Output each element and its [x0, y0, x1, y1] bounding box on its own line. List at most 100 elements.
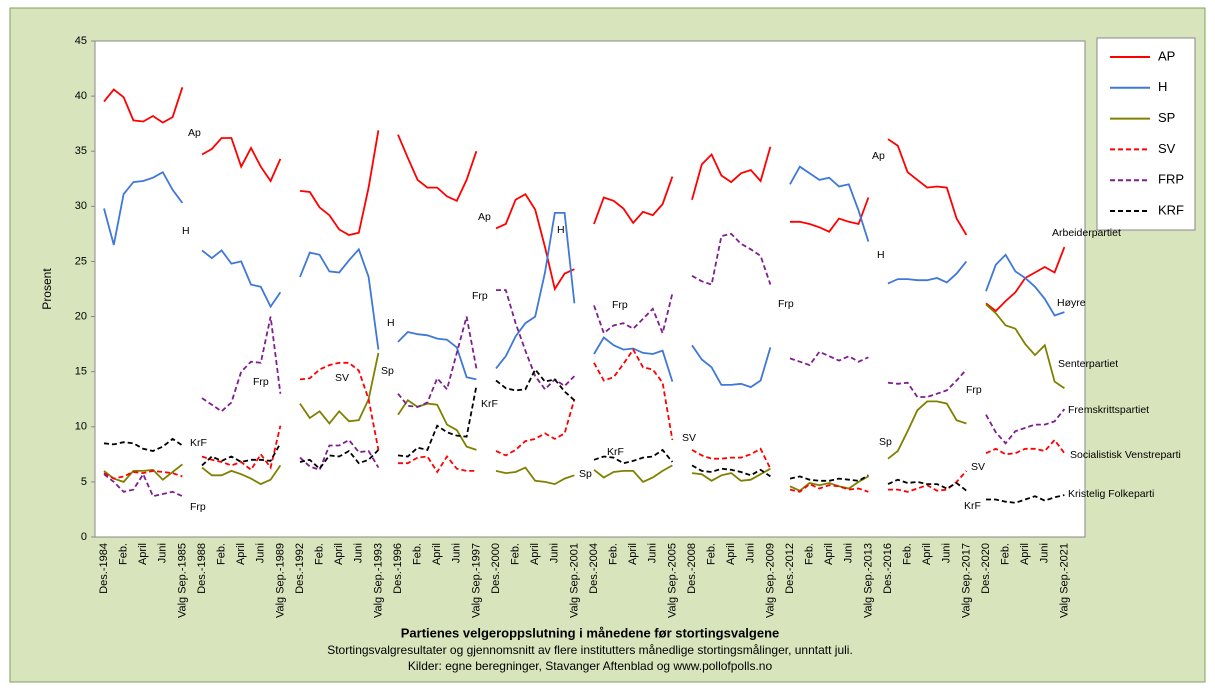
series-line: [103, 232, 1066, 498]
y-tick-label: 40: [75, 90, 87, 102]
x-tick-label: April: [921, 543, 933, 565]
plot-area: [94, 40, 1086, 538]
annotation: Frp: [966, 384, 982, 396]
chart-title: Partienes velgeroppslutning i månedene f…: [401, 625, 780, 640]
annotation: Fremskrittspartiet: [1068, 404, 1149, 416]
chart-subtitle: Stortingsvalgresultater og gjennomsnitt …: [327, 643, 853, 657]
annotation: KrF: [607, 446, 624, 458]
series-line: [103, 367, 1065, 504]
x-tick-label: Valg Sep.-1989: [274, 543, 286, 618]
annotation: H: [557, 224, 565, 236]
annotation: Frp: [253, 376, 269, 388]
chart-subtitle: Kilder: egne beregninger, Stavanger Afte…: [408, 659, 773, 673]
x-tick-label: Feb.: [216, 543, 228, 565]
x-tick-label: Valg Sep.-2017: [960, 543, 972, 618]
annotation: Sp: [879, 436, 892, 448]
x-tick-label: April: [823, 543, 835, 565]
annotation: KrF: [481, 398, 498, 410]
x-tick-label: Juni: [353, 543, 365, 563]
y-tick-label: 10: [75, 421, 87, 433]
x-tick-label: Valg Sep.-2021: [1058, 543, 1070, 618]
x-tick-label: Juni: [843, 543, 855, 563]
annotation: SV: [335, 372, 349, 384]
x-tick-label: Des.-2020: [980, 543, 992, 594]
annotation: Frp: [472, 290, 488, 302]
x-tick-label: Valg Sep.-2013: [862, 543, 874, 618]
y-tick-label: 25: [75, 255, 87, 267]
y-tick-label: 30: [75, 200, 87, 212]
series-line: [103, 303, 1065, 492]
legend-label: SV: [1158, 141, 1176, 156]
legend-label: SP: [1158, 110, 1175, 125]
y-axis-label: Prosent: [40, 268, 54, 310]
legend-label: AP: [1158, 48, 1175, 63]
series-line: [103, 87, 1066, 313]
y-tick-label: 20: [75, 310, 87, 322]
x-tick-label: Feb.: [314, 543, 326, 565]
legend-box: [1096, 37, 1196, 231]
annotation: Arbeiderpartiet: [1052, 227, 1121, 239]
x-tick-label: Des.-1988: [196, 543, 208, 594]
x-tick-label: Valg Sep.-1993: [372, 543, 384, 618]
x-tick-label: Juni: [647, 543, 659, 563]
x-tick-label: Des.-1996: [392, 543, 404, 594]
x-tick-label: Des.-2004: [588, 543, 600, 594]
x-tick-label: Feb.: [902, 543, 914, 565]
annotation: Ap: [188, 127, 201, 139]
annotation: Ap: [872, 150, 885, 162]
y-tick-label: 0: [81, 531, 87, 543]
x-tick-label: Feb.: [1000, 543, 1012, 565]
x-tick-label: Des.-2012: [784, 543, 796, 594]
y-tick-label: 15: [75, 366, 87, 378]
x-tick-label: Juni: [451, 543, 463, 563]
x-tick-label: Feb.: [706, 543, 718, 565]
x-tick-label: Juni: [745, 543, 757, 563]
x-tick-label: Des.-2008: [686, 543, 698, 594]
x-tick-label: Feb.: [118, 543, 130, 565]
annotation: Kristelig Folkeparti: [1068, 488, 1154, 500]
series-line: [103, 347, 1066, 493]
x-tick-label: Des.-2016: [882, 543, 894, 594]
x-tick-label: Feb.: [804, 543, 816, 565]
x-tick-label: April: [1019, 543, 1031, 565]
x-tick-label: Juni: [255, 543, 267, 563]
x-tick-label: April: [725, 543, 737, 565]
annotation: Høyre: [1057, 297, 1086, 309]
annotation: Sp: [579, 468, 592, 480]
x-tick-label: Valg Sep.-1985: [176, 543, 188, 618]
x-tick-label: Des.-1984: [98, 543, 110, 594]
legend-label: H: [1158, 79, 1167, 94]
x-tick-label: April: [333, 543, 345, 565]
annotation: Frp: [190, 501, 206, 513]
x-tick-label: Valg Sep.-2009: [764, 543, 776, 618]
x-tick-label: Valg Sep.-1997: [470, 543, 482, 618]
x-tick-label: Valg Sep.-2005: [666, 543, 678, 618]
annotation: H: [877, 249, 885, 261]
x-tick-label: Feb.: [412, 543, 424, 565]
annotation: Socialistisk Venstreparti: [1070, 449, 1181, 461]
annotation: Senterpartiet: [1058, 358, 1118, 370]
annotation: Sp: [381, 365, 394, 377]
y-tick-label: 35: [75, 145, 87, 157]
x-tick-label: Feb.: [608, 543, 620, 565]
x-tick-label: April: [137, 543, 149, 565]
annotation: H: [387, 317, 395, 329]
annotation: KrF: [190, 437, 207, 449]
x-tick-label: Juni: [157, 543, 169, 563]
x-tick-label: Juni: [549, 543, 561, 563]
x-tick-label: April: [627, 543, 639, 565]
x-tick-label: April: [431, 543, 443, 565]
y-tick-label: 45: [75, 35, 87, 47]
x-tick-label: Des.-1992: [294, 543, 306, 594]
x-tick-label: Des.-2000: [490, 543, 502, 594]
x-tick-label: Valg Sep.-2001: [568, 543, 580, 618]
y-tick-label: 5: [81, 476, 87, 488]
annotation: Frp: [778, 298, 794, 310]
x-tick-label: April: [529, 543, 541, 565]
legend-label: FRP: [1158, 172, 1184, 187]
legend-label: KRF: [1158, 202, 1184, 217]
x-tick-label: April: [235, 543, 247, 565]
annotation: KrF: [964, 500, 981, 512]
x-tick-label: Juni: [1039, 543, 1051, 563]
